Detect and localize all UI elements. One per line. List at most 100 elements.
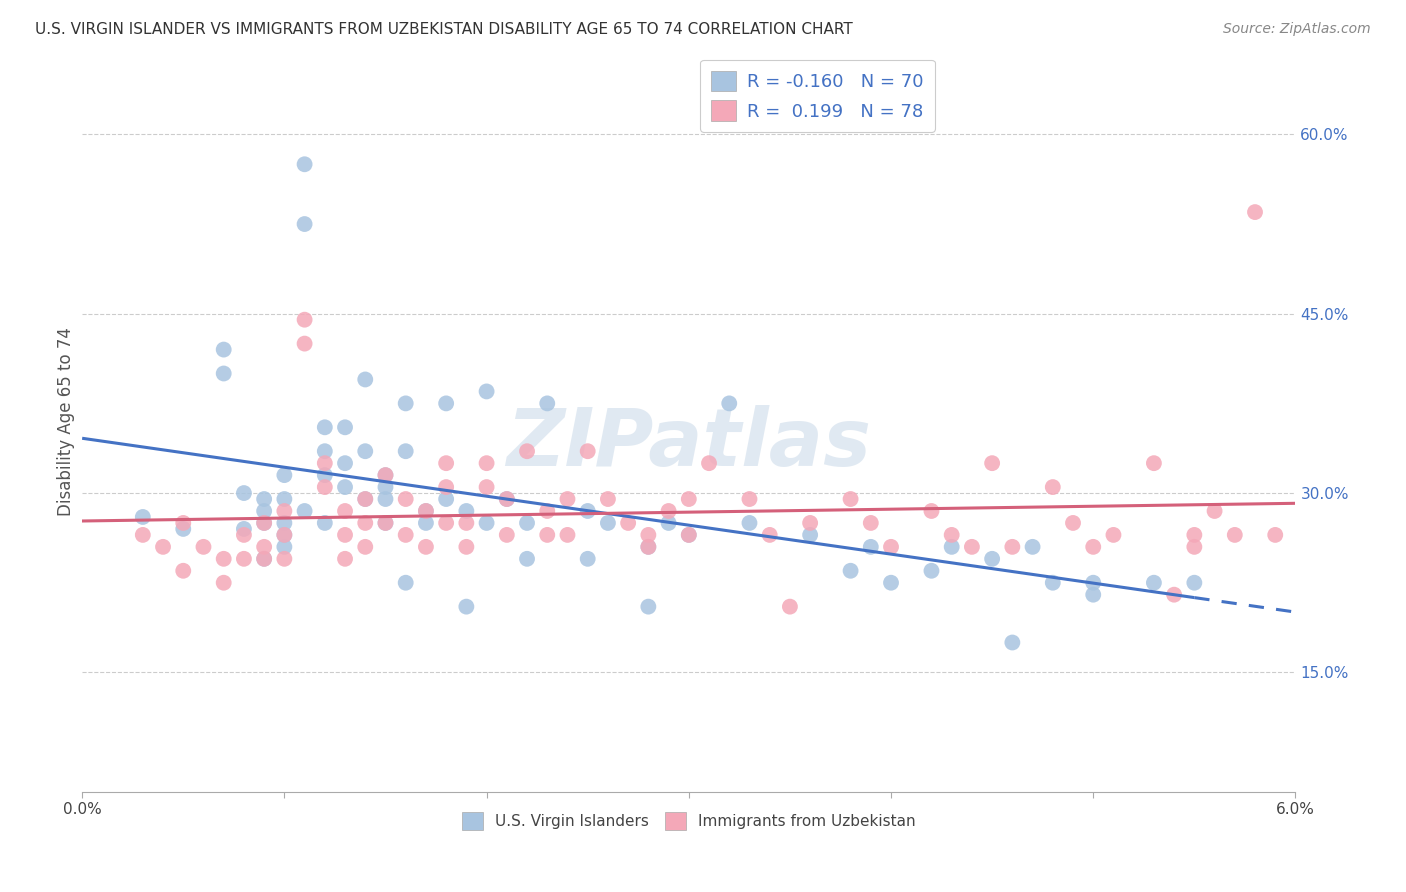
Point [859,516,882,530]
Point [333,551,356,566]
Point [193,540,215,554]
Point [374,468,396,483]
Point [596,516,619,530]
Point [1143,456,1166,470]
Point [779,599,801,614]
Point [738,491,761,506]
Point [395,444,418,458]
Point [354,372,377,386]
Point [314,468,336,483]
Point [395,575,418,590]
Point [1244,205,1267,219]
Point [495,528,517,542]
Legend: U.S. Virgin Islanders, Immigrants from Uzbekistan: U.S. Virgin Islanders, Immigrants from U… [456,806,922,836]
Point [333,528,356,542]
Text: Source: ZipAtlas.com: Source: ZipAtlas.com [1223,22,1371,37]
Point [678,528,700,542]
Point [658,516,681,530]
Point [273,516,295,530]
Point [434,480,457,494]
Point [678,491,700,506]
Point [212,343,235,357]
Point [415,504,437,518]
Point [354,444,377,458]
Point [1143,575,1166,590]
Point [495,491,517,506]
Point [1182,540,1205,554]
Point [354,491,377,506]
Point [273,551,295,566]
Point [314,516,336,530]
Point [354,540,377,554]
Point [981,551,1004,566]
Point [374,480,396,494]
Point [314,420,336,434]
Point [434,396,457,410]
Point [475,516,498,530]
Point [576,551,599,566]
Point [253,504,276,518]
Point [1163,588,1185,602]
Point [1223,528,1246,542]
Point [456,504,478,518]
Point [475,384,498,399]
Point [415,540,437,554]
Point [516,444,538,458]
Point [1083,588,1105,602]
Point [941,540,963,554]
Point [273,491,295,506]
Point [354,516,377,530]
Text: U.S. VIRGIN ISLANDER VS IMMIGRANTS FROM UZBEKISTAN DISABILITY AGE 65 TO 74 CORRE: U.S. VIRGIN ISLANDER VS IMMIGRANTS FROM … [35,22,853,37]
Point [576,504,599,518]
Point [557,528,579,542]
Point [880,575,903,590]
Point [232,528,254,542]
Point [495,491,517,506]
Point [212,367,235,381]
Point [374,491,396,506]
Point [374,468,396,483]
Point [314,480,336,494]
Point [232,522,254,536]
Point [253,551,276,566]
Point [294,336,316,351]
Point [314,444,336,458]
Point [354,491,377,506]
Point [516,551,538,566]
Point [637,540,659,554]
Point [374,516,396,530]
Point [395,396,418,410]
Point [799,516,821,530]
Point [456,599,478,614]
Point [232,551,254,566]
Point [333,456,356,470]
Point [212,551,235,566]
Point [536,528,558,542]
Text: ZIPatlas: ZIPatlas [506,405,872,483]
Point [536,396,558,410]
Point [880,540,903,554]
Point [273,504,295,518]
Point [415,516,437,530]
Point [617,516,640,530]
Point [294,312,316,326]
Point [253,551,276,566]
Point [253,516,276,530]
Y-axis label: Disability Age 65 to 74: Disability Age 65 to 74 [58,326,75,516]
Point [1083,575,1105,590]
Point [434,491,457,506]
Point [395,528,418,542]
Point [1204,504,1226,518]
Point [172,522,194,536]
Point [596,491,619,506]
Point [1264,528,1286,542]
Point [799,528,821,542]
Point [253,516,276,530]
Point [1182,575,1205,590]
Point [1021,540,1043,554]
Point [314,456,336,470]
Point [1083,540,1105,554]
Point [253,540,276,554]
Point [941,528,963,542]
Point [273,540,295,554]
